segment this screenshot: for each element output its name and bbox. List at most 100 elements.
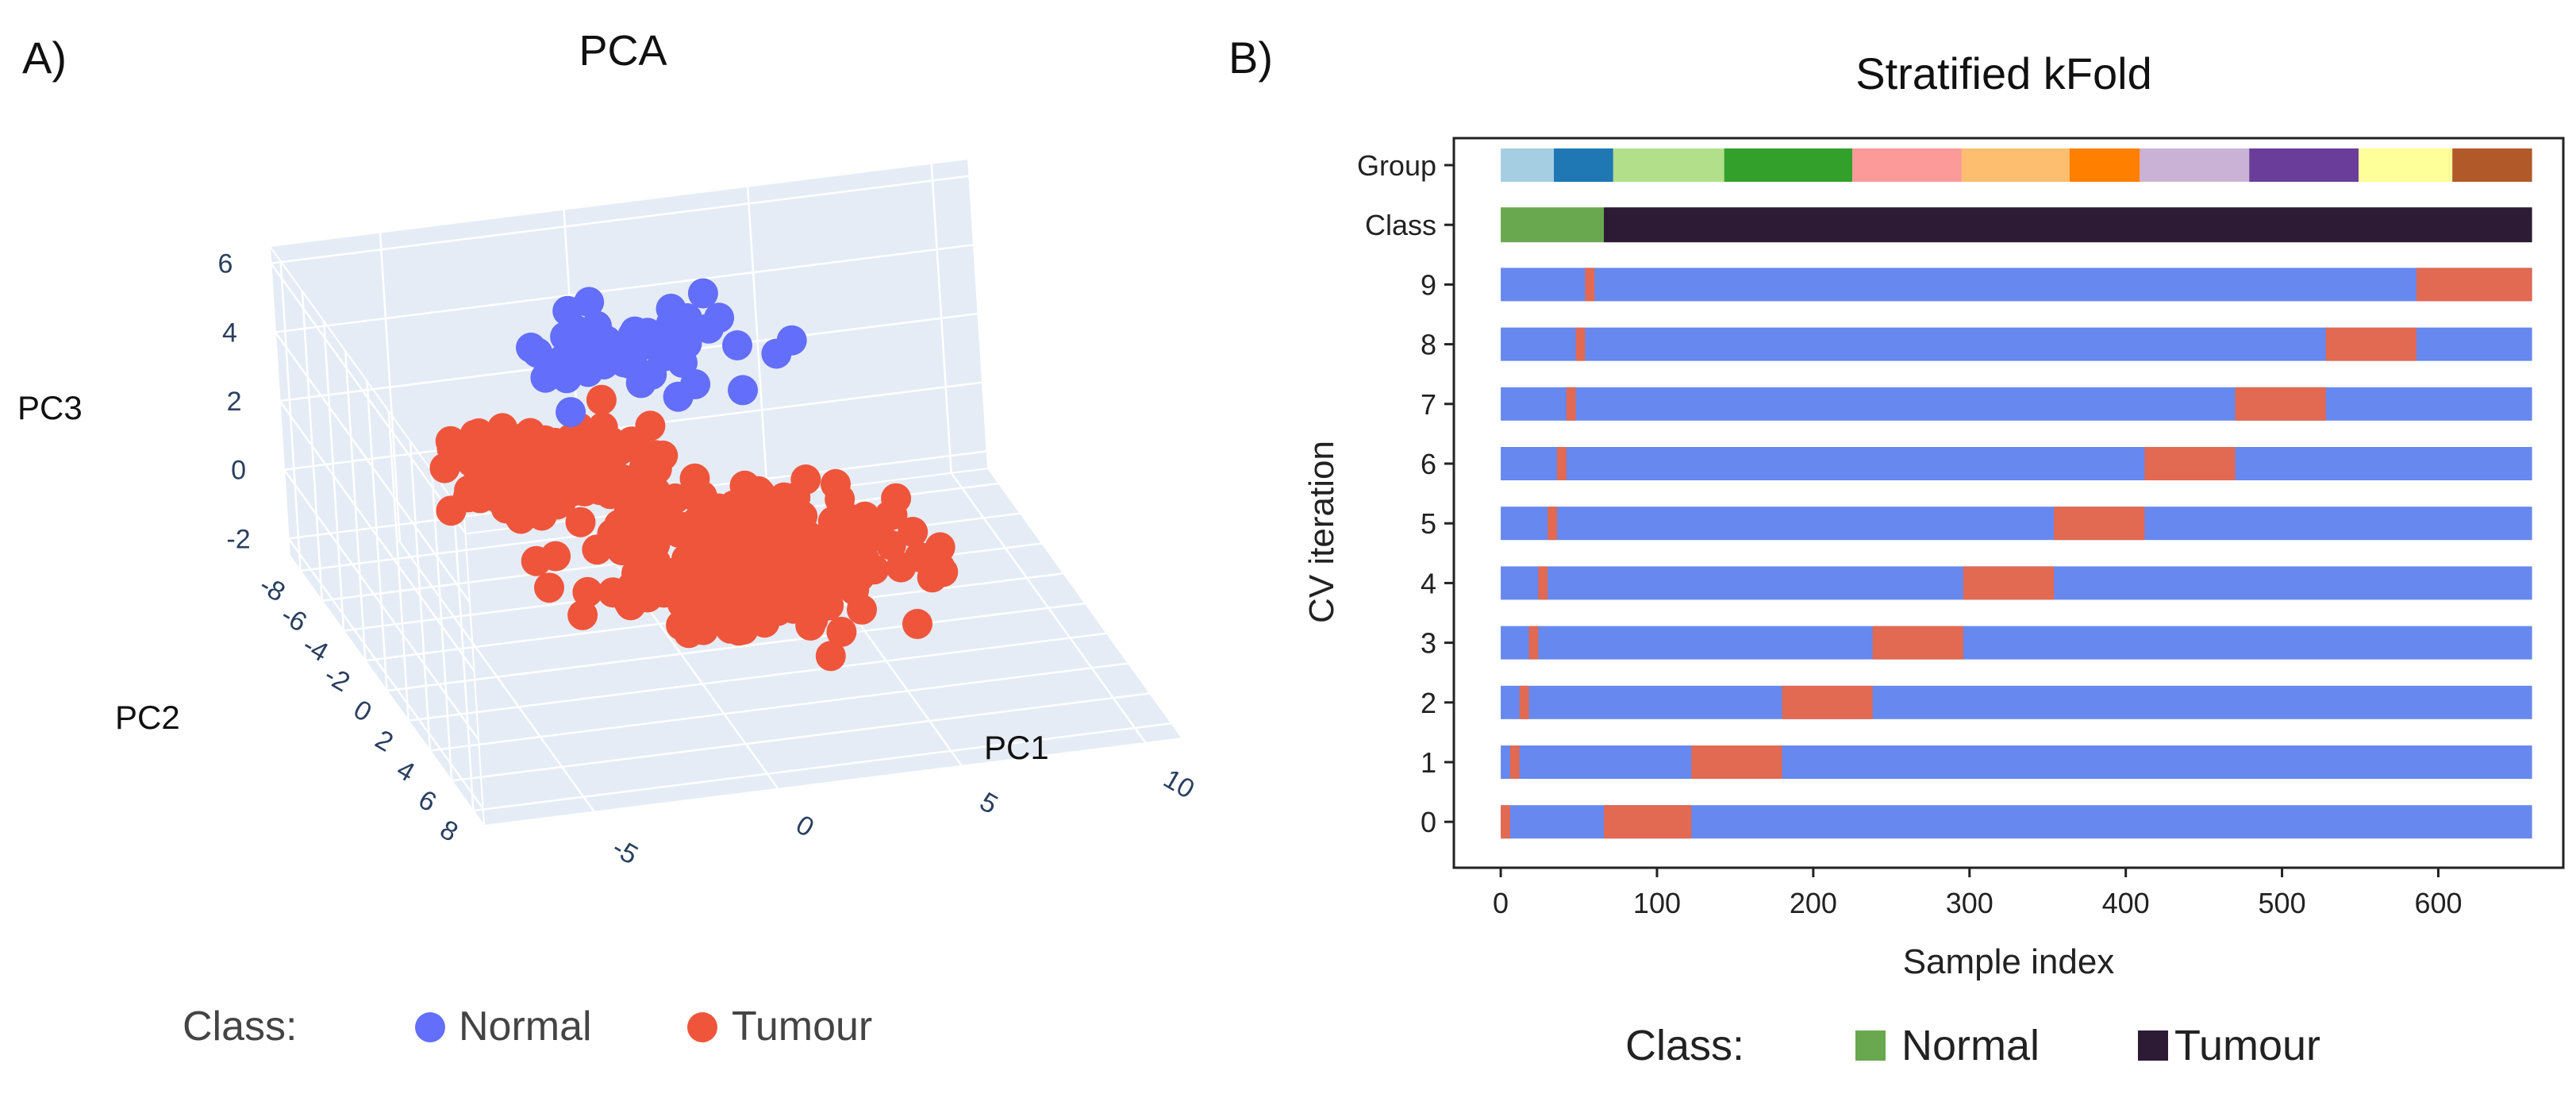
cv-test-segment-5-0 xyxy=(1548,507,1557,541)
pca-gridline xyxy=(275,244,975,333)
pca-gridline xyxy=(429,662,1129,752)
pca-tick-label: 4 xyxy=(222,318,237,348)
cv-test-segment-3-0 xyxy=(1528,626,1539,660)
pca-point-tumour xyxy=(565,507,596,537)
pca-point-tumour xyxy=(902,608,932,639)
pca-tick-label: -6 xyxy=(276,600,312,638)
pca-point-tumour xyxy=(506,503,536,534)
pca-point-tumour xyxy=(886,552,917,583)
pca-point-tumour xyxy=(508,475,539,506)
pca-point-tumour xyxy=(606,535,637,566)
pca-point-tumour xyxy=(597,468,628,499)
cv-y-ticks: Group Class 0 1 2 3 4 5 6 7 8 9 xyxy=(1357,149,1454,838)
cv-test-segment-7-1 xyxy=(2235,387,2326,421)
pca-point-normal xyxy=(582,310,612,341)
pca-point-tumour xyxy=(629,453,659,484)
pca-point-tumour xyxy=(723,562,753,593)
pca-point-tumour xyxy=(740,584,771,614)
cv-x-tick-label: 100 xyxy=(1633,887,1681,919)
pca-tick-label: 0 xyxy=(231,456,246,486)
pca-point-normal xyxy=(516,332,546,363)
cv-train-bar-7 xyxy=(1501,387,2532,421)
cv-y-tick-label: 0 xyxy=(1421,806,1436,838)
pca-point-tumour xyxy=(821,468,851,499)
pca-legend-label-normal: Normal xyxy=(459,1003,592,1050)
cv-train-bar-9 xyxy=(1501,268,2532,302)
pca-point-normal xyxy=(728,375,758,406)
pca-gridline xyxy=(283,381,983,471)
cv-y-tick-label: 2 xyxy=(1421,687,1436,719)
pca-tick-label: -2 xyxy=(319,660,355,698)
pca-point-normal xyxy=(722,330,752,360)
cv-test-segment-0-0 xyxy=(1501,805,1510,839)
cv-group-segment-6 xyxy=(2069,148,2140,182)
pca-gridline xyxy=(279,400,475,672)
pca-tick-label: -5 xyxy=(607,833,643,871)
pca-legend-marker-normal xyxy=(415,1012,445,1042)
pca-point-normal xyxy=(694,313,724,344)
cv-legend-label-tumour: Tumour xyxy=(2174,1022,2320,1069)
cv-test-segment-8-0 xyxy=(1575,327,1586,361)
pca-point-tumour xyxy=(815,641,846,672)
cv-test-segment-4-0 xyxy=(1538,566,1548,600)
cv-group-segment-10 xyxy=(2452,148,2532,182)
pca-tick-label: -4 xyxy=(298,630,333,668)
cv-test-segment-0-1 xyxy=(1604,805,1692,839)
cv-group-segment-7 xyxy=(2140,148,2250,182)
pca-tick-label: 10 xyxy=(1159,764,1200,805)
pca-legend: Class: Normal Tumour xyxy=(183,1003,872,1050)
cv-legend-title: Class: xyxy=(1625,1022,1744,1069)
pca-point-normal xyxy=(663,381,694,412)
cv-test-segment-6-1 xyxy=(2144,447,2236,480)
cv-y-tick-label: 6 xyxy=(1421,448,1436,480)
cv-y-tick-label: Class xyxy=(1365,209,1436,241)
pca-point-tumour xyxy=(727,536,758,567)
cv-y-tick-label: 3 xyxy=(1421,627,1436,660)
pca-title: PCA xyxy=(579,27,667,75)
pca-points xyxy=(429,278,959,672)
pca-point-normal xyxy=(625,368,656,399)
pca-tick-label: 2 xyxy=(370,724,398,757)
cv-x-ticks: 0 100 200 300 400 500 600 xyxy=(1493,868,2463,919)
cv-group-segment-3 xyxy=(1724,148,1853,182)
cv-train-bar-6 xyxy=(1501,447,2532,480)
pca-point-tumour xyxy=(436,495,467,526)
pca-legend-title: Class: xyxy=(183,1003,297,1050)
cv-train-bar-3 xyxy=(1501,626,2532,660)
cv-class-segment-tumour xyxy=(1604,207,2532,243)
pca-tick-label: 5 xyxy=(975,787,1002,820)
pca-point-tumour xyxy=(849,545,880,576)
cv-group-segment-1 xyxy=(1554,148,1613,182)
cv-y-axis-label: CV iteration xyxy=(1302,441,1341,623)
pca-z-axis-label: PC3 xyxy=(17,389,83,426)
cv-test-segment-2-1 xyxy=(1782,685,1873,719)
cv-y-tick-label: 4 xyxy=(1421,567,1436,599)
pca-tick-label: 8 xyxy=(435,815,463,848)
pca-point-normal xyxy=(776,325,807,356)
pca-point-tumour xyxy=(663,517,694,548)
pca-gridline xyxy=(408,632,1107,722)
pca-point-tumour xyxy=(615,590,646,621)
pca-point-tumour xyxy=(567,599,598,630)
pca-tick-label: 0 xyxy=(791,810,819,843)
pca-axis-walls xyxy=(268,157,1184,829)
pca-gridline xyxy=(271,175,970,264)
cv-y-tick-label: 5 xyxy=(1421,507,1436,540)
pca-point-tumour xyxy=(898,517,929,547)
cv-test-segment-1-0 xyxy=(1509,745,1520,779)
cv-legend-marker-normal xyxy=(1855,1030,1886,1061)
pca-point-tumour xyxy=(640,529,671,560)
cv-train-bar-1 xyxy=(1501,745,2532,779)
pca-point-tumour xyxy=(534,572,564,603)
pca-point-normal xyxy=(659,329,690,360)
pca-gridline xyxy=(274,331,471,603)
cv-y-tick-label: 8 xyxy=(1421,329,1436,361)
pca-point-tumour xyxy=(839,575,870,605)
pca-gridline xyxy=(287,537,484,810)
cv-legend-marker-tumour xyxy=(2138,1030,2168,1061)
cv-x-tick-label: 200 xyxy=(1790,887,1837,919)
cv-plot-frame xyxy=(1452,137,2565,869)
cv-group-segment-9 xyxy=(2359,148,2453,182)
cv-legend-label-normal: Normal xyxy=(1901,1022,2040,1069)
